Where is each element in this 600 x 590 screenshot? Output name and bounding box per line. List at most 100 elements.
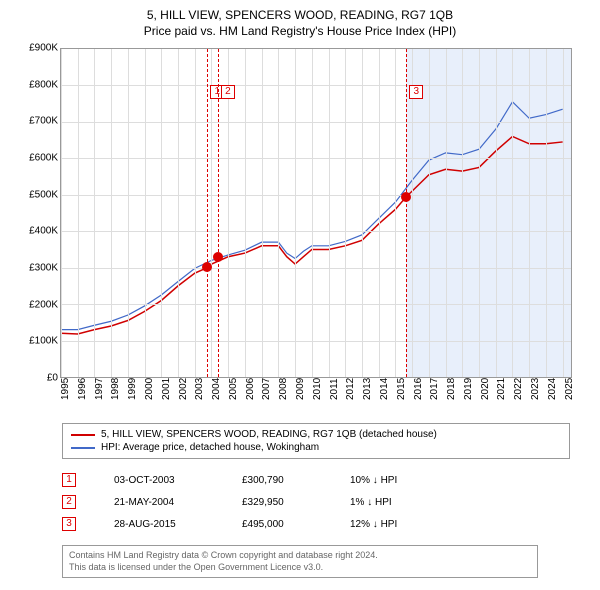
gridline-h [61,158,571,159]
gridline-v [329,49,330,377]
gridline-v [395,49,396,377]
x-tick-label: 1998 [110,378,121,400]
gridline-h [61,231,571,232]
x-tick-label: 2001 [161,378,172,400]
footer-line-2: This data is licensed under the Open Gov… [69,562,531,574]
legend-item: 5, HILL VIEW, SPENCERS WOOD, READING, RG… [71,428,561,441]
x-tick-label: 2007 [261,378,272,400]
sale-delta: 1% ↓ HPI [350,497,392,508]
legend-label: HPI: Average price, detached house, Woki… [101,442,319,453]
gridline-h [61,268,571,269]
gridline-v [496,49,497,377]
gridline-v [262,49,263,377]
gridline-v [145,49,146,377]
sale-marker-label: 3 [409,85,423,99]
x-tick-label: 2024 [547,378,558,400]
sale-number: 2 [62,495,76,509]
y-tick-label: £800K [29,79,58,90]
gridline-v [479,49,480,377]
y-tick-label: £900K [29,43,58,54]
gridline-v [512,49,513,377]
gridline-v [362,49,363,377]
gridline-v [94,49,95,377]
sale-delta: 10% ↓ HPI [350,475,397,486]
plot-area: 123 [60,48,572,378]
sale-date: 03-OCT-2003 [114,475,204,486]
gridline-v [379,49,380,377]
attribution-footer: Contains HM Land Registry data © Crown c… [62,545,538,578]
sale-point [202,262,212,272]
footer-line-1: Contains HM Land Registry data © Crown c… [69,550,531,562]
x-tick-label: 2013 [362,378,373,400]
chart-title: 5, HILL VIEW, SPENCERS WOOD, READING, RG… [20,8,580,22]
x-axis: 1995199619971998199920002001200220032004… [60,378,572,408]
x-tick-label: 2009 [295,378,306,400]
sale-price: £329,950 [242,497,312,508]
x-tick-label: 2020 [480,378,491,400]
x-tick-label: 2012 [345,378,356,400]
gridline-v [429,49,430,377]
y-tick-label: £300K [29,263,58,274]
x-tick-label: 2006 [245,378,256,400]
gridline-v [111,49,112,377]
x-tick-label: 2015 [396,378,407,400]
gridline-v [161,49,162,377]
x-tick-label: 2010 [312,378,323,400]
gridline-v [462,49,463,377]
chart-lines [61,49,571,377]
gridline-v [61,49,62,377]
sales-table: 1 03-OCT-2003 £300,790 10% ↓ HPI 2 21-MAY-200… [62,469,580,535]
y-tick-label: £600K [29,153,58,164]
x-tick-label: 2002 [178,378,189,400]
y-axis: £0£100K£200K£300K£400K£500K£600K£700K£80… [20,48,60,378]
x-tick-label: 1997 [94,378,105,400]
y-tick-label: £500K [29,189,58,200]
gridline-v [546,49,547,377]
sale-row: 1 03-OCT-2003 £300,790 10% ↓ HPI [62,469,580,491]
x-tick-label: 2019 [463,378,474,400]
x-tick-label: 1995 [60,378,71,400]
x-tick-label: 2023 [530,378,541,400]
x-tick-label: 2003 [194,378,205,400]
gridline-v [178,49,179,377]
legend-swatch [71,447,95,449]
chart-subtitle: Price paid vs. HM Land Registry's House … [20,24,580,38]
sale-marker-line [207,49,208,377]
gridline-h [61,341,571,342]
x-tick-label: 2005 [228,378,239,400]
sale-price: £495,000 [242,519,312,530]
x-tick-label: 2011 [329,378,340,400]
gridline-v [295,49,296,377]
legend-item: HPI: Average price, detached house, Woki… [71,441,561,454]
x-tick-label: 2004 [211,378,222,400]
x-tick-label: 2017 [429,378,440,400]
gridline-v [128,49,129,377]
y-tick-label: £0 [47,373,58,384]
sale-marker-line [218,49,219,377]
y-tick-label: £700K [29,116,58,127]
y-tick-label: £400K [29,226,58,237]
gridline-v [78,49,79,377]
sale-point [213,252,223,262]
sale-date: 21-MAY-2004 [114,497,204,508]
gridline-h [61,85,571,86]
gridline-v [529,49,530,377]
x-tick-label: 2018 [446,378,457,400]
gridline-v [345,49,346,377]
x-tick-label: 2014 [379,378,390,400]
gridline-v [312,49,313,377]
x-tick-label: 2016 [413,378,424,400]
gridline-v [563,49,564,377]
x-tick-label: 1996 [77,378,88,400]
x-tick-label: 2008 [278,378,289,400]
sale-delta: 12% ↓ HPI [350,519,397,530]
sale-point [401,192,411,202]
x-tick-label: 2022 [513,378,524,400]
x-tick-label: 1999 [127,378,138,400]
sale-price: £300,790 [242,475,312,486]
gridline-h [61,195,571,196]
sale-number: 1 [62,473,76,487]
gridline-h [61,122,571,123]
y-tick-label: £200K [29,299,58,310]
legend: 5, HILL VIEW, SPENCERS WOOD, READING, RG… [62,423,570,459]
